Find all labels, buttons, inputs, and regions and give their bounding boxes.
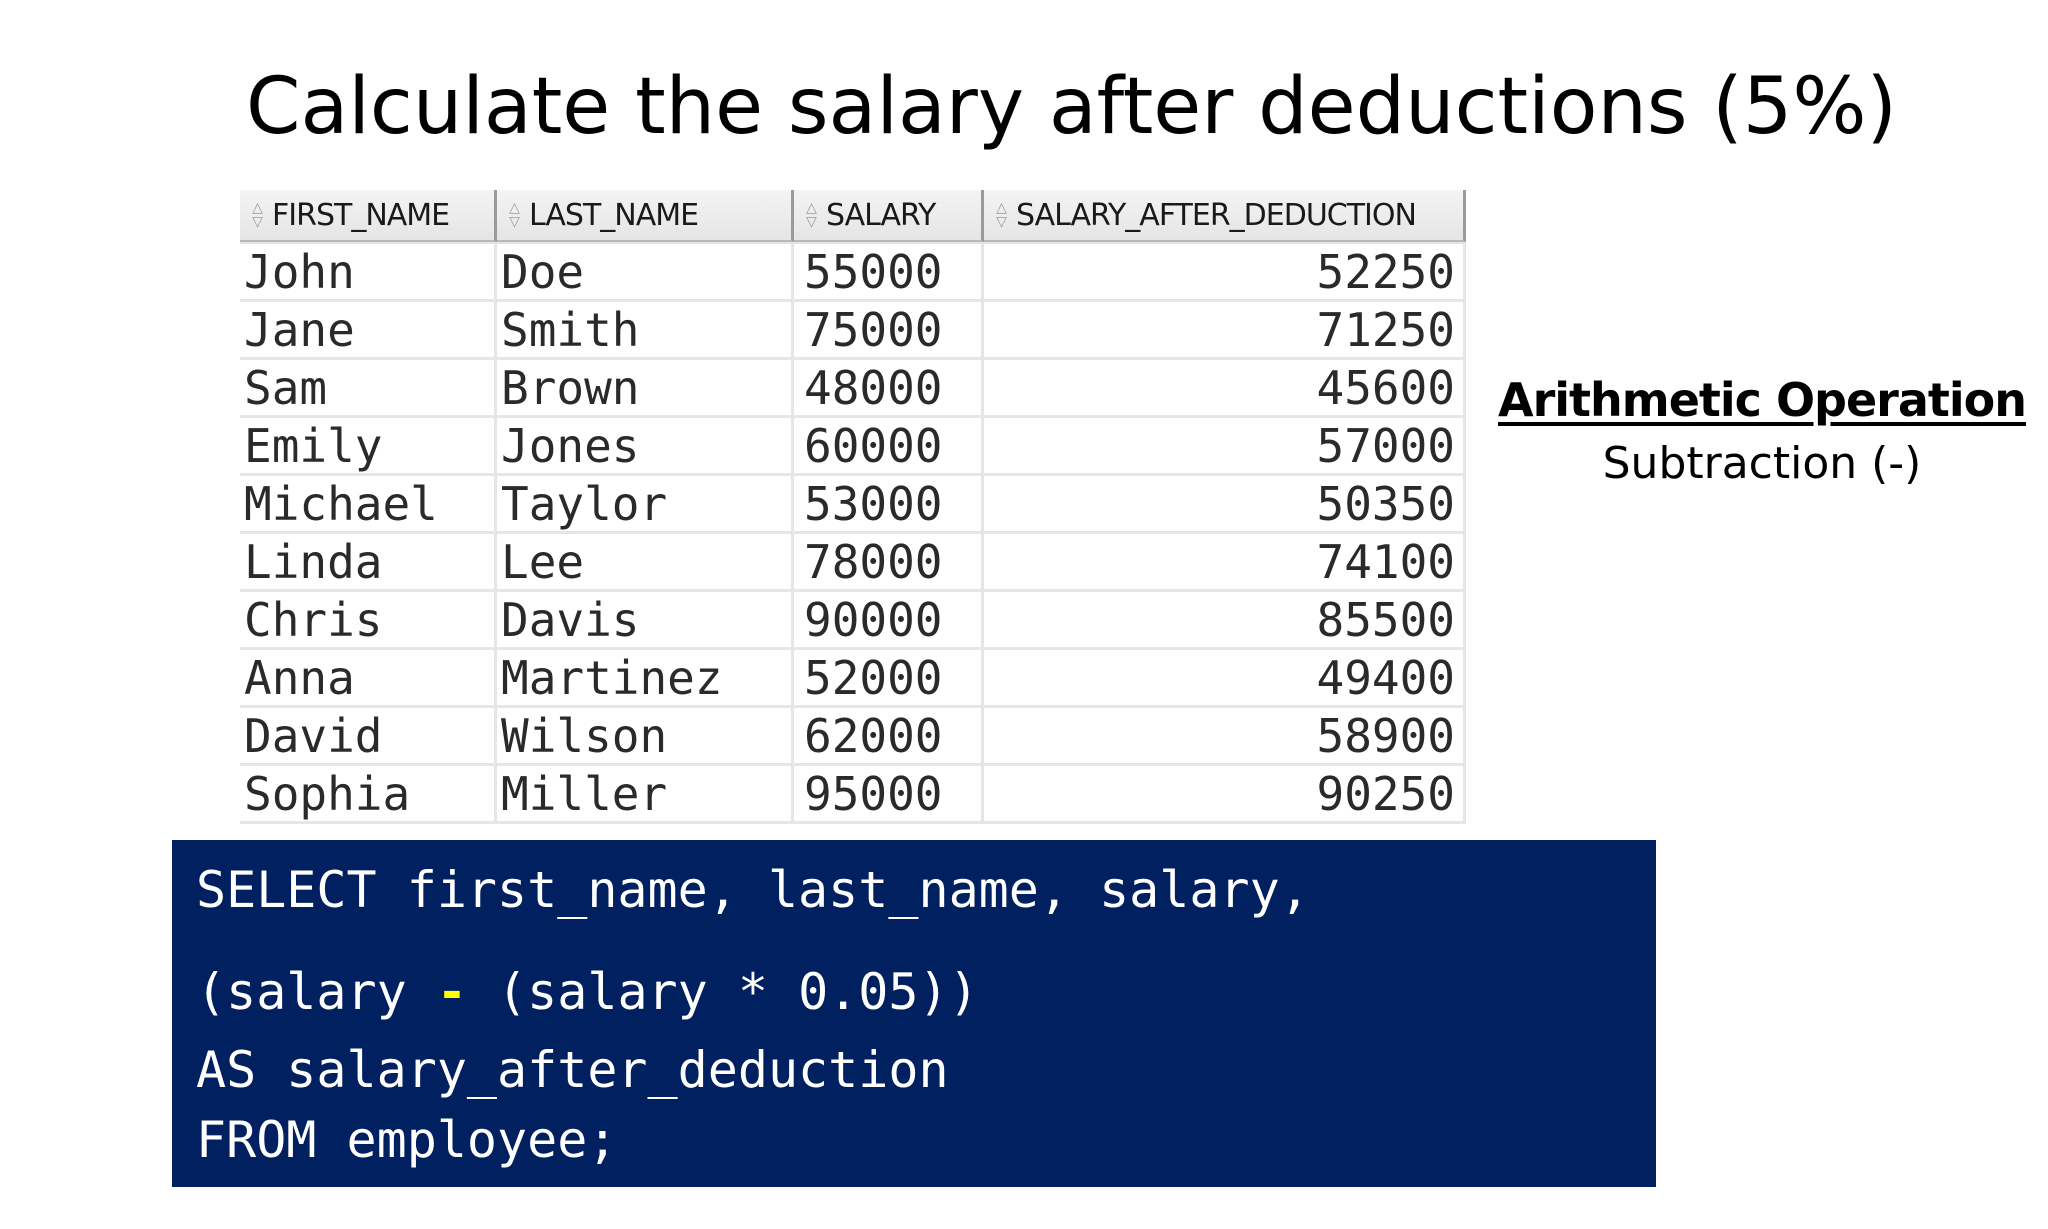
table-row[interactable]: Linda Lee 78000 74100 <box>240 534 1466 592</box>
cell-salary-after-deduction: 45600 <box>984 360 1466 418</box>
cell-last-name: Smith <box>497 302 794 360</box>
table-row[interactable]: Emily Jones 60000 57000 <box>240 418 1466 476</box>
sort-updown-icon: △ ▽ <box>806 200 817 230</box>
cell-last-name: Martinez <box>497 650 794 708</box>
cell-salary-after-deduction: 90250 <box>984 766 1466 824</box>
column-header-label: FIRST_NAME <box>272 197 450 233</box>
cell-salary-after-deduction: 52250 <box>984 244 1466 302</box>
table-row[interactable]: Jane Smith 75000 71250 <box>240 302 1466 360</box>
table-row[interactable]: Anna Martinez 52000 49400 <box>240 650 1466 708</box>
column-header-label: SALARY <box>826 197 936 233</box>
cell-first-name: John <box>240 244 497 302</box>
cell-last-name: Taylor <box>497 476 794 534</box>
cell-salary: 48000 <box>794 360 984 418</box>
cell-first-name: Sam <box>240 360 497 418</box>
cell-first-name: David <box>240 708 497 766</box>
sort-updown-icon: △ ▽ <box>996 200 1007 230</box>
sort-updown-icon: △ ▽ <box>509 200 520 230</box>
grid-header-row: △ ▽ FIRST_NAME △ ▽ LAST_NAME △ ▽ SALARY △ ▽ … <box>240 190 1466 244</box>
cell-salary: 95000 <box>794 766 984 824</box>
cell-last-name: Wilson <box>497 708 794 766</box>
cell-last-name: Jones <box>497 418 794 476</box>
table-row[interactable]: Sophia Miller 95000 90250 <box>240 766 1466 824</box>
cell-last-name: Brown <box>497 360 794 418</box>
cell-first-name: Michael <box>240 476 497 534</box>
column-header-last-name[interactable]: △ ▽ LAST_NAME <box>497 190 794 242</box>
column-header-salary[interactable]: △ ▽ SALARY <box>794 190 984 242</box>
cell-last-name: Miller <box>497 766 794 824</box>
sql-code-block: SELECT first_name, last_name, salary, (s… <box>172 840 1656 1187</box>
cell-salary: 55000 <box>794 244 984 302</box>
cell-salary-after-deduction: 74100 <box>984 534 1466 592</box>
cell-salary: 62000 <box>794 708 984 766</box>
table-row[interactable]: Sam Brown 48000 45600 <box>240 360 1466 418</box>
cell-first-name: Linda <box>240 534 497 592</box>
column-header-label: LAST_NAME <box>529 197 699 233</box>
query-result-grid: △ ▽ FIRST_NAME △ ▽ LAST_NAME △ ▽ SALARY △ ▽ … <box>240 190 1466 824</box>
table-row[interactable]: Chris Davis 90000 85500 <box>240 592 1466 650</box>
column-header-salary-after-deduction[interactable]: △ ▽ SALARY_AFTER_DEDUCTION <box>984 190 1466 242</box>
sql-line-select: SELECT first_name, last_name, salary, <box>196 861 1310 919</box>
cell-last-name: Doe <box>497 244 794 302</box>
column-header-label: SALARY_AFTER_DEDUCTION <box>1016 197 1417 233</box>
column-header-first-name[interactable]: △ ▽ FIRST_NAME <box>240 190 497 242</box>
cell-salary-after-deduction: 58900 <box>984 708 1466 766</box>
sql-line-from: FROM employee; <box>196 1111 618 1169</box>
cell-salary-after-deduction: 85500 <box>984 592 1466 650</box>
cell-salary: 53000 <box>794 476 984 534</box>
operation-subtitle: Subtraction (-) <box>1602 438 1922 489</box>
table-row[interactable]: David Wilson 62000 58900 <box>240 708 1466 766</box>
cell-salary: 60000 <box>794 418 984 476</box>
cell-salary: 78000 <box>794 534 984 592</box>
cell-first-name: Anna <box>240 650 497 708</box>
sql-minus-operator: - <box>436 963 467 1021</box>
cell-first-name: Emily <box>240 418 497 476</box>
operation-heading: Arithmetic Operation <box>1497 373 2027 427</box>
sql-expression-start: (salary <box>196 963 437 1021</box>
cell-salary-after-deduction: 71250 <box>984 302 1466 360</box>
cell-salary: 52000 <box>794 650 984 708</box>
sql-line-alias: AS salary_after_deduction <box>196 1041 949 1099</box>
cell-first-name: Jane <box>240 302 497 360</box>
cell-last-name: Lee <box>497 534 794 592</box>
table-row[interactable]: John Doe 55000 52250 <box>240 244 1466 302</box>
cell-salary-after-deduction: 49400 <box>984 650 1466 708</box>
table-row[interactable]: Michael Taylor 53000 50350 <box>240 476 1466 534</box>
slide-title: Calculate the salary after deductions (5… <box>246 62 1897 152</box>
cell-salary-after-deduction: 50350 <box>984 476 1466 534</box>
cell-first-name: Sophia <box>240 766 497 824</box>
sql-line-expression: (salary - (salary * 0.05)) <box>196 962 979 1022</box>
cell-salary: 90000 <box>794 592 984 650</box>
cell-salary-after-deduction: 57000 <box>984 418 1466 476</box>
cell-last-name: Davis <box>497 592 794 650</box>
sql-expression-end: (salary * 0.05)) <box>466 963 979 1021</box>
operation-callout: Arithmetic Operation Subtraction (-) <box>1492 370 2032 498</box>
cell-salary: 75000 <box>794 302 984 360</box>
cell-first-name: Chris <box>240 592 497 650</box>
sort-updown-icon: △ ▽ <box>252 200 263 230</box>
